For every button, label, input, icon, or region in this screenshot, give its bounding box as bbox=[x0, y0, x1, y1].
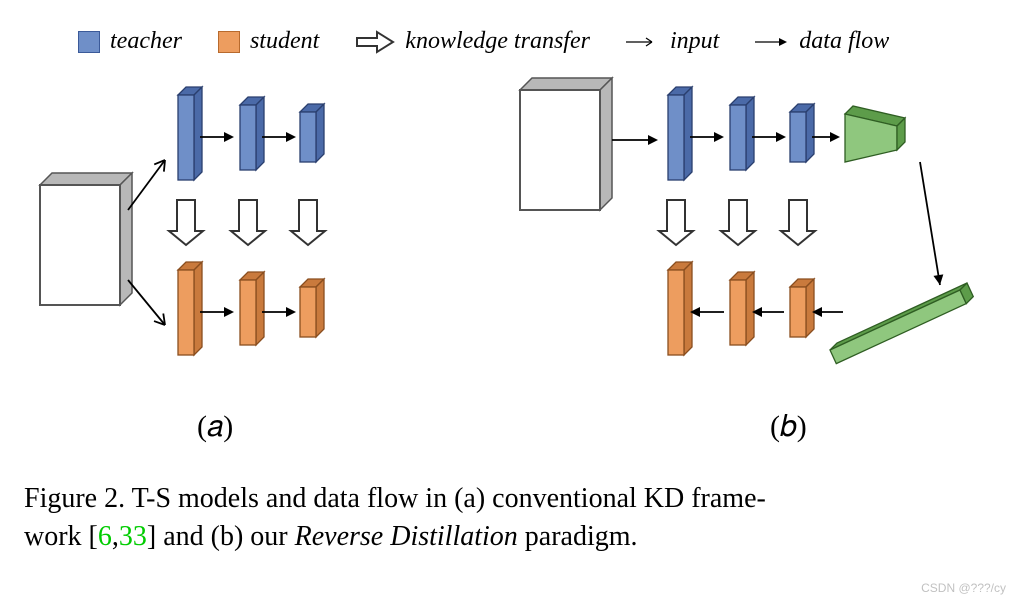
legend-teacher: teacher bbox=[78, 28, 182, 55]
caption-line2c: paradigm. bbox=[518, 521, 638, 552]
caption-ref2: 33 bbox=[119, 521, 147, 552]
legend-input: input bbox=[624, 28, 719, 55]
legend: teacher student knowledge transfer input… bbox=[78, 28, 889, 55]
caption-line2b: ] and (b) our bbox=[147, 521, 295, 552]
legend-student-label: student bbox=[250, 28, 319, 55]
diagram-svg bbox=[0, 70, 1018, 430]
diagram bbox=[0, 70, 1018, 430]
legend-teacher-label: teacher bbox=[110, 28, 182, 55]
legend-dataflow-label: data flow bbox=[799, 28, 889, 55]
panel-a-label: (𝑎) bbox=[197, 410, 233, 444]
caption-ref1: 6 bbox=[98, 521, 112, 552]
legend-student: student bbox=[218, 28, 319, 55]
panel-b-label: (𝑏) bbox=[770, 410, 807, 444]
legend-kt: knowledge transfer bbox=[355, 28, 590, 55]
legend-kt-label: knowledge transfer bbox=[405, 28, 590, 55]
student-swatch bbox=[218, 31, 240, 53]
legend-dataflow: data flow bbox=[753, 28, 889, 55]
thin-arrow-icon bbox=[624, 33, 660, 51]
hollow-arrow-icon bbox=[355, 30, 395, 54]
caption-refsep: , bbox=[112, 521, 119, 552]
figure-caption: Figure 2. T-S models and data flow in (a… bbox=[24, 480, 994, 556]
caption-line2a: work [ bbox=[24, 521, 98, 552]
caption-line1: Figure 2. T-S models and data flow in (a… bbox=[24, 483, 766, 514]
solid-arrow-icon bbox=[753, 33, 789, 51]
teacher-swatch bbox=[78, 31, 100, 53]
caption-italic: Reverse Distillation bbox=[295, 521, 518, 552]
legend-input-label: input bbox=[670, 28, 719, 55]
watermark: CSDN @???/cy bbox=[921, 581, 1006, 595]
